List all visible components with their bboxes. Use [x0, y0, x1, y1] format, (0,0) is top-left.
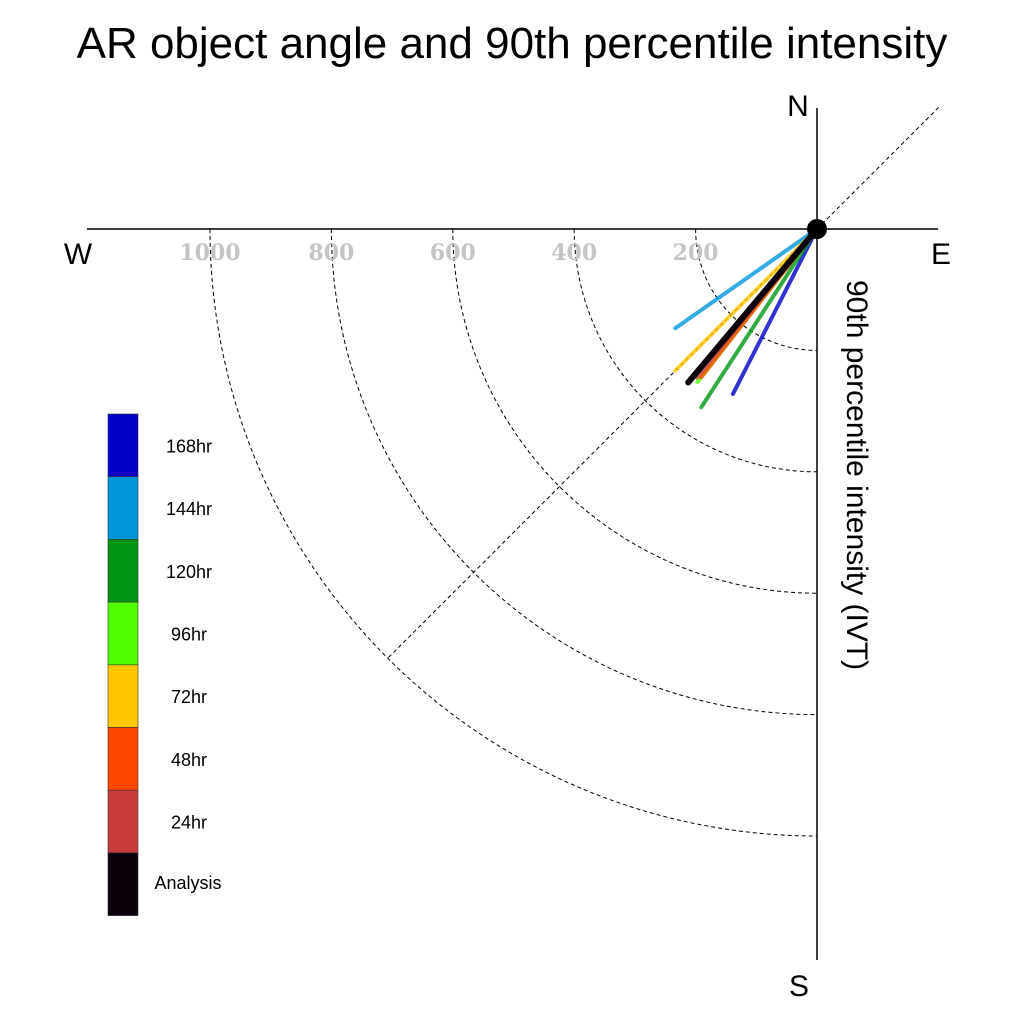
grid-arc-1000 [209, 228, 818, 837]
legend-swatch-48hr [107, 727, 139, 791]
tick-label-800: 800 [308, 240, 354, 266]
vector-168hr [730, 227, 819, 396]
legend-swatch-24hr [107, 789, 139, 854]
legend-label-24hr: 24hr [171, 813, 207, 833]
legend-label-analysis: Analysis [154, 873, 221, 893]
compass-north: N [787, 90, 809, 123]
legend-label-96hr: 96hr [171, 624, 207, 644]
compass-east: E [931, 238, 951, 271]
tick-label-600: 600 [430, 240, 476, 266]
legend-label-120hr: 120hr [166, 562, 212, 582]
grid-arc-600 [452, 228, 818, 594]
tick-label-1000: 1000 [179, 240, 240, 266]
vector-analysis [685, 226, 820, 386]
legend-swatch-96hr [107, 601, 139, 666]
legend-label-48hr: 48hr [171, 750, 207, 770]
legend-swatch-analysis [107, 852, 139, 916]
grid-diagonal-ne [816, 106, 940, 230]
legend-swatch-72hr [107, 664, 139, 728]
legend-label-168hr: 168hr [166, 436, 212, 456]
legend-swatch-120hr [107, 539, 139, 603]
chart-title: AR object angle and 90th percentile inte… [77, 19, 948, 68]
legend-label-144hr: 144hr [166, 499, 212, 519]
vector-lines [673, 226, 820, 410]
tick-label-200: 200 [673, 240, 719, 266]
compass-south: S [789, 970, 809, 1003]
grid-arc-400 [573, 228, 818, 473]
radial-tick-labels: 200 400 600 800 1000 [179, 240, 718, 266]
origin-marker [807, 219, 827, 239]
vector-120hr [699, 227, 819, 410]
y-axis-label: 90th percentile intensity (IVT) [840, 280, 873, 670]
grid [209, 106, 940, 837]
legend: 168hr 144hr 120hr 96hr 72hr 48hr 24hr Analysis [107, 413, 222, 916]
vector-144hr [673, 227, 819, 331]
legend-swatch-168hr [107, 413, 139, 478]
grid-arc-200 [695, 228, 818, 351]
tick-label-400: 400 [551, 240, 597, 266]
compass-west: W [64, 238, 93, 271]
legend-swatch-144hr [107, 476, 139, 540]
legend-label-72hr: 72hr [171, 687, 207, 707]
